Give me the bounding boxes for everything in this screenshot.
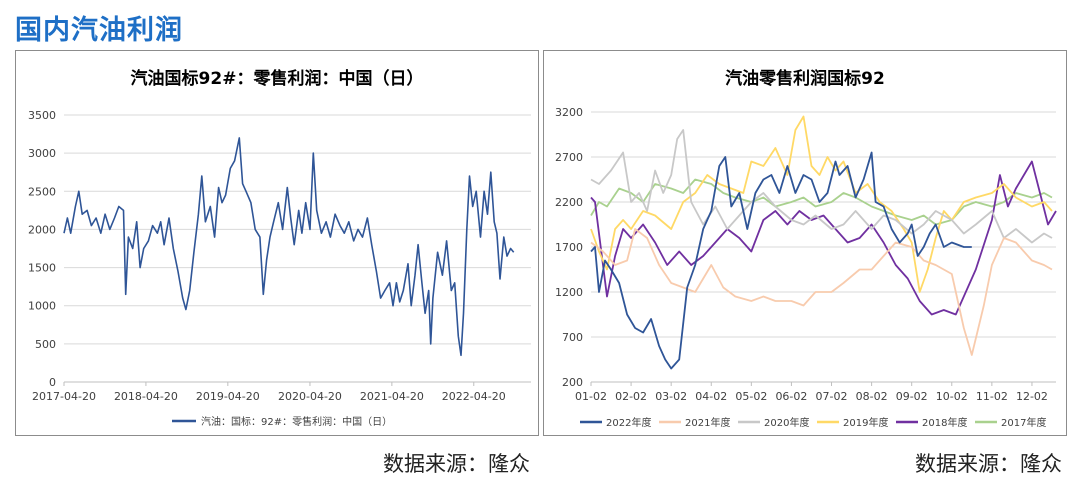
x-tick-label: 04-02	[695, 390, 727, 403]
x-tick-label: 2022-04-20	[442, 390, 506, 403]
x-tick-label: 2018-04-20	[114, 390, 178, 403]
y-tick-label: 1700	[555, 241, 583, 254]
y-tick-label: 2500	[28, 185, 56, 198]
chart-panel-daily-profit: 汽油国标92#：零售利润：中国（日） 0 500 1000 1500 2000 2500 30…	[15, 50, 539, 436]
legend-label: 2020年度	[764, 416, 809, 429]
y-tick-label: 500	[35, 338, 56, 351]
legend-label: 2019年度	[843, 416, 888, 429]
data-source-left: 数据来源：隆众	[383, 452, 530, 476]
y-tick-label: 0	[49, 376, 56, 389]
chart-panel-seasonal-profit: 汽油零售利润国标92 200 700 1200 1700 2200 2700 3200 01-0…	[543, 50, 1067, 436]
data-source-right: 数据来源：隆众	[915, 452, 1062, 476]
series-line-2020年度	[590, 129, 1053, 244]
legend-label: 2017年度	[1001, 416, 1046, 429]
x-tick-label: 01-02	[575, 390, 607, 403]
x-tick-label: 2020-04-20	[278, 390, 342, 403]
x-tick-label: 06-02	[775, 390, 807, 403]
x-tick-label: 05-02	[735, 390, 767, 403]
series-line-2022年度	[590, 151, 972, 370]
chart-title: 汽油零售利润国标92	[725, 68, 885, 89]
series-line-daily-profit	[63, 137, 515, 357]
series-line-2019年度	[590, 115, 1053, 293]
legend-label: 2018年度	[922, 416, 967, 429]
y-tick-label: 700	[562, 331, 583, 344]
x-tick-label: 2019-04-20	[196, 390, 260, 403]
x-tick-label: 09-02	[896, 390, 928, 403]
y-tick-label: 1200	[555, 286, 583, 299]
y-tick-label: 200	[562, 376, 583, 389]
y-tick-label: 3500	[28, 109, 56, 122]
page-title: 国内汽油利润	[15, 15, 183, 46]
x-tick-label: 2017-04-20	[32, 390, 96, 403]
chart-title: 汽油国标92#：零售利润：中国（日）	[131, 68, 424, 89]
x-tick-label: 07-02	[816, 390, 848, 403]
series-line-2021年度	[590, 228, 1053, 356]
y-tick-label: 2700	[555, 151, 583, 164]
chart-daily-profit: 汽油国标92#：零售利润：中国（日） 0 500 1000 1500 2000 2500 30…	[28, 68, 531, 428]
x-tick-label: 12-02	[1016, 390, 1048, 403]
y-tick-label: 1500	[28, 262, 56, 275]
x-tick-label: 02-02	[615, 390, 647, 403]
y-tick-label: 1000	[28, 300, 56, 313]
x-tick-label: 08-02	[856, 390, 888, 403]
series-line-2017年度	[590, 178, 1053, 226]
legend-label: 2021年度	[685, 416, 730, 429]
x-tick-label: 03-02	[655, 390, 687, 403]
chart-seasonal-profit: 汽油零售利润国标92 200 700 1200 1700 2200 2700 3200 01-0…	[555, 68, 1057, 429]
y-tick-label: 3200	[555, 106, 583, 119]
y-tick-label: 2200	[555, 196, 583, 209]
x-tick-label: 2021-04-20	[360, 390, 424, 403]
legend-label: 2022年度	[606, 416, 651, 429]
y-tick-label: 2000	[28, 223, 56, 236]
x-tick-label: 11-02	[976, 390, 1008, 403]
y-tick-label: 3000	[28, 147, 56, 160]
x-tick-label: 10-02	[936, 390, 968, 403]
legend-label: 汽油：国标：92#：零售利润：中国（日）	[201, 415, 392, 428]
